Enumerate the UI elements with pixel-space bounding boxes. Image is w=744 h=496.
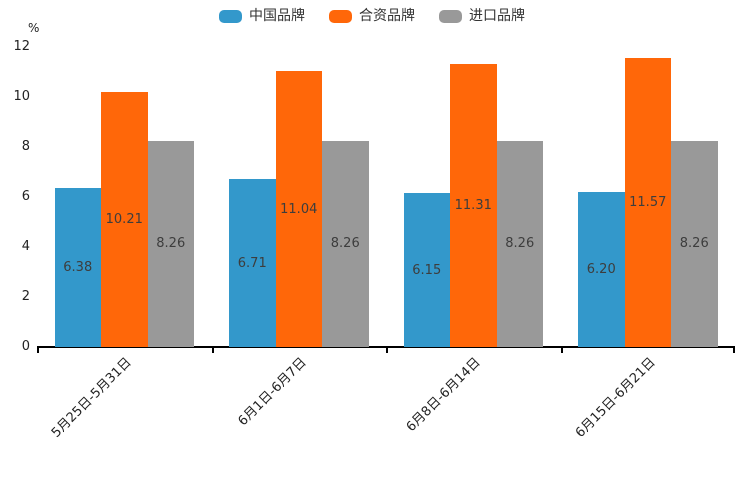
y-axis-tick-labels: 0 2 4 6 8 10 12	[0, 39, 30, 354]
y-tick-label: 8	[21, 139, 30, 154]
x-tick-label: 6月8日-6月14日	[403, 355, 484, 435]
bar-value-label: 10.21	[105, 211, 143, 227]
legend-swatch-import-brand-icon	[439, 9, 462, 23]
y-tick-label: 12	[13, 39, 30, 54]
bar: 8.26	[496, 140, 543, 347]
y-axis-unit-label: %	[28, 21, 40, 35]
bar: 8.26	[147, 140, 194, 347]
y-tick-label: 4	[21, 239, 30, 254]
legend-label-import-brand: 进口品牌	[469, 8, 525, 24]
bar: 6.38	[54, 187, 101, 347]
x-axis-tick	[37, 347, 39, 353]
x-axis-tick	[560, 347, 563, 353]
bar-value-label: 6.71	[237, 255, 267, 271]
bar: 10.21	[101, 91, 148, 347]
bar-value-label: 11.31	[454, 198, 492, 214]
bar-value-label: 8.26	[505, 236, 535, 252]
bar: 6.71	[229, 179, 276, 347]
x-axis-tick	[211, 347, 214, 353]
bar-value-label: 6.15	[412, 262, 442, 278]
bar-value-label: 11.57	[629, 194, 667, 210]
x-axis-tick	[733, 347, 735, 353]
bar: 11.31	[450, 64, 497, 347]
legend-label-joint-venture-brand: 合资品牌	[359, 8, 415, 24]
plot-area: 6.38 10.21 8.26 6.71 11.04 8.26 6.15 11.31 8.26 6…	[37, 47, 735, 441]
y-tick-label: 0	[21, 339, 30, 354]
legend-item-joint-venture-brand[interactable]: 合资品牌	[329, 8, 415, 24]
bar: 6.20	[578, 192, 625, 347]
x-tick-label: 6月1日-6月7日	[235, 355, 310, 430]
bar-value-label: 8.26	[330, 236, 360, 252]
bar-value-label: 6.20	[586, 262, 616, 277]
y-tick-label: 6	[21, 189, 30, 204]
y-tick-label: 2	[21, 289, 30, 304]
bar: 11.04	[275, 71, 322, 347]
x-tick-label: 5月25日-5月31日	[49, 355, 135, 441]
legend-label-china-brand: 中国品牌	[249, 8, 305, 24]
bar-value-label: 8.26	[679, 236, 709, 252]
bar-value-label: 11.04	[280, 201, 318, 217]
x-axis-tick	[386, 347, 388, 353]
y-tick-label: 10	[13, 89, 30, 104]
bar-value-label: 8.26	[156, 236, 186, 252]
bar: 6.15	[403, 193, 450, 347]
legend: 中国品牌 合资品牌 进口品牌	[0, 8, 744, 24]
legend-swatch-china-brand-icon	[219, 9, 242, 23]
bar: 11.57	[624, 57, 671, 347]
bar: 8.26	[671, 140, 718, 347]
x-tick-label: 6月15日-6月21日	[572, 355, 659, 441]
legend-swatch-joint-venture-brand-icon	[329, 9, 352, 23]
legend-item-import-brand[interactable]: 进口品牌	[439, 8, 525, 24]
bar: 8.26	[322, 140, 369, 347]
bar-value-label: 6.38	[63, 259, 93, 275]
legend-item-china-brand[interactable]: 中国品牌	[219, 8, 305, 24]
